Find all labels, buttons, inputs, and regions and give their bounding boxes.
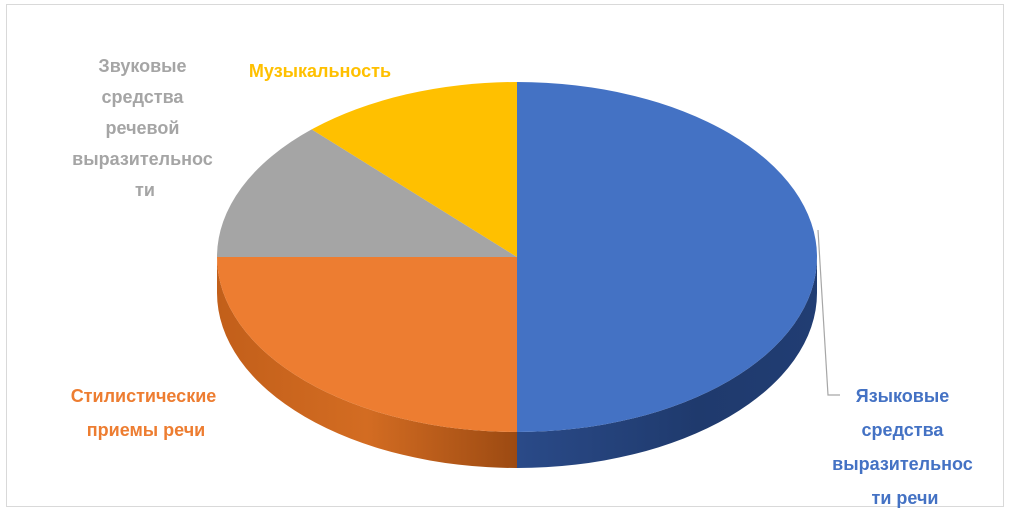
label-sound-line: выразительнос xyxy=(72,149,213,169)
pie-slice-music xyxy=(311,82,517,257)
pie-slice-style xyxy=(217,257,517,432)
label-style-line: приемы речи xyxy=(87,420,205,440)
label-lang-line: средства xyxy=(862,420,945,440)
pie-sides xyxy=(217,257,817,468)
pie-slice-lang xyxy=(517,82,817,432)
label-lang: Языковые средства выразительнос ти речи xyxy=(832,386,978,508)
label-music-line: Музыкальность xyxy=(249,61,391,81)
pie-side-lang xyxy=(517,257,817,468)
label-lang-line: выразительнос xyxy=(832,454,973,474)
pie-tops xyxy=(217,82,817,432)
label-sound: Звуковые средства речевой выразительнос … xyxy=(72,56,218,200)
label-sound-line: Звуковые xyxy=(98,56,186,76)
label-lang-line: ти речи xyxy=(872,488,939,508)
pie-side-style xyxy=(217,257,517,468)
label-style-line: Стилистические xyxy=(71,386,217,406)
label-style: Стилистические приемы речи xyxy=(71,386,222,440)
label-sound-line: средства xyxy=(102,87,185,107)
pie-slice-sound xyxy=(217,129,517,257)
label-sound-line: речевой xyxy=(106,118,180,138)
label-lang-line: Языковые xyxy=(856,386,949,406)
label-sound-line: ти xyxy=(135,180,155,200)
label-music: Музыкальность xyxy=(249,61,391,81)
leader-line xyxy=(817,229,840,396)
